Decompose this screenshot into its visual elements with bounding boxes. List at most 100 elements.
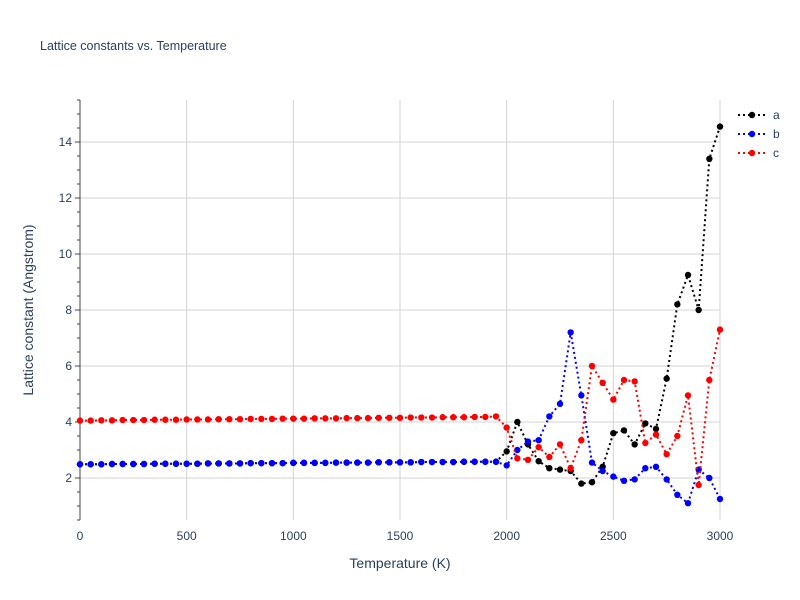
series-a-point — [631, 441, 638, 448]
series-b-point — [578, 392, 585, 399]
series-c-point — [652, 431, 660, 438]
series-b-point — [620, 477, 628, 484]
series-b-point — [290, 459, 297, 467]
series-b-point — [492, 458, 500, 465]
series-b-point — [567, 329, 574, 336]
series-a-point — [684, 271, 692, 279]
series-c-point — [610, 396, 617, 403]
series-c-point — [247, 415, 254, 423]
series-a-point — [578, 480, 585, 487]
axes: 0 500 1000 1500 2000 2500 3000 2 4 6 8 10 12 14 — [59, 99, 734, 543]
legend[interactable]: abc — [738, 108, 780, 160]
series-c-point — [354, 414, 361, 422]
series-c-point — [684, 392, 692, 399]
series-b-point — [162, 460, 169, 467]
series-c-point — [439, 414, 446, 421]
series-c-point — [215, 416, 222, 423]
series-b-point — [87, 461, 94, 468]
series-b-point — [130, 460, 137, 468]
series-b-point — [194, 460, 201, 467]
series-c-point — [87, 417, 94, 424]
series-a-point — [716, 123, 724, 130]
series-b-point — [588, 459, 596, 466]
series-c-point — [706, 376, 713, 384]
series-a-point — [674, 301, 681, 308]
series-b-point — [610, 473, 617, 480]
series-a-point — [642, 420, 649, 427]
series-b-point — [247, 459, 254, 467]
series-c-point — [226, 416, 233, 423]
legend-item-a[interactable]: a — [738, 108, 780, 122]
series-b-point — [439, 458, 446, 466]
series-c-point — [258, 415, 265, 423]
series-b-point — [300, 459, 308, 467]
y-tick-label: 6 — [65, 359, 72, 373]
series-b-point — [482, 458, 489, 465]
x-tick-label: 1000 — [280, 529, 307, 543]
series-b-point — [663, 476, 670, 483]
x-tick-label: 2500 — [600, 529, 627, 543]
y-tick-label: 10 — [59, 247, 73, 261]
x-axis-title: Temperature (K) — [349, 555, 450, 571]
legend-label: a — [773, 108, 780, 122]
series-b-point — [652, 463, 660, 470]
series-c-point — [674, 432, 681, 440]
series-b-point — [642, 465, 649, 472]
series-a-point — [695, 306, 702, 314]
x-tick-label: 2000 — [493, 529, 520, 543]
series-b-point — [407, 459, 414, 466]
series-b-point — [503, 462, 510, 469]
series-b-point — [706, 474, 713, 482]
series-b-point — [428, 458, 436, 466]
series-c-point — [268, 415, 276, 423]
series-c-point — [322, 415, 329, 422]
series-b-point — [151, 460, 158, 467]
series-c-point — [716, 326, 724, 333]
series-b-point — [386, 459, 393, 466]
series-a-point — [514, 418, 521, 426]
series-c-point — [535, 444, 542, 451]
series-c-point — [290, 415, 297, 422]
y-tick-label: 2 — [65, 471, 72, 485]
y-tick-label: 4 — [65, 415, 72, 429]
series-c-point — [204, 416, 212, 423]
series-c-point — [588, 362, 596, 370]
series-b-point — [599, 467, 606, 475]
series-b-point — [450, 458, 457, 466]
series-b-point — [514, 446, 521, 454]
series-c-point — [236, 416, 244, 423]
legend-item-b[interactable]: b — [738, 127, 780, 141]
series-b-point — [375, 459, 382, 466]
series-a-point — [620, 427, 628, 434]
series-c-point — [567, 465, 574, 472]
legend-swatch-marker — [748, 130, 756, 138]
series-c-point — [300, 415, 308, 422]
series-a-point — [706, 155, 713, 162]
series-c-point — [194, 416, 201, 423]
series-b-point — [674, 491, 681, 498]
legend-item-c[interactable]: c — [738, 146, 779, 160]
series-b-point — [183, 460, 190, 467]
series-c-point — [311, 415, 318, 422]
series-c-point — [364, 414, 372, 422]
series-a-point — [546, 465, 553, 472]
series-b-point — [119, 460, 126, 468]
series-c-point — [183, 416, 190, 423]
y-tick-label: 12 — [59, 191, 73, 205]
series-c-point — [418, 414, 425, 421]
y-axis-title: Lattice constant (Angstrom) — [20, 224, 36, 395]
series-b-point — [684, 500, 692, 507]
series-b-point — [204, 460, 212, 467]
series-a-point — [610, 430, 617, 437]
series-b-point — [76, 461, 84, 468]
series-c-point — [108, 417, 116, 424]
series-c-point — [151, 416, 158, 423]
data-series — [76, 123, 724, 507]
series-b-point — [364, 459, 372, 466]
series-b-point — [322, 459, 329, 467]
series-b-point — [215, 460, 222, 467]
series-b-point — [140, 460, 148, 468]
series-a-point — [588, 479, 596, 486]
series-c-point — [631, 378, 638, 385]
series-c-point — [556, 441, 564, 448]
